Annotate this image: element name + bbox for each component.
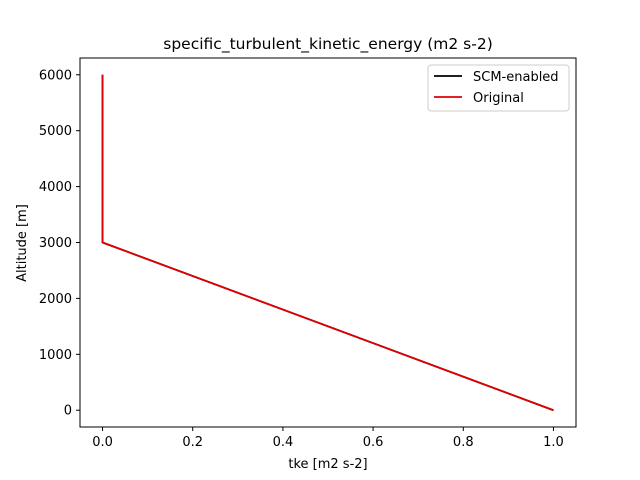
y-tick-label: 1000: [39, 348, 72, 363]
x-tick-label: 0.8: [453, 435, 474, 450]
x-tick-label: 1.0: [543, 435, 564, 450]
y-tick-label: 4000: [39, 180, 72, 195]
y-axis-label: Altitude [m]: [15, 204, 30, 282]
legend-label-original: Original: [473, 91, 524, 106]
x-tick-label: 0.4: [273, 435, 294, 450]
y-axis-ticks: 0 1000 2000 3000 4000 5000 6000: [39, 68, 80, 419]
legend-label-scm-enabled: SCM-enabled: [473, 70, 559, 85]
series-line-scm-enabled: [101, 74, 554, 412]
chart-title: specific_turbulent_kinetic_energy (m2 s-…: [163, 35, 493, 54]
y-tick-label: 0: [64, 404, 72, 419]
legend-box: [427, 64, 570, 112]
plot-lines: [101, 74, 554, 412]
plot-frame: [79, 57, 577, 428]
series-line-original: [101, 74, 554, 412]
x-axis-ticks: 0.0 0.2 0.4 0.6 0.8 1.0: [92, 427, 564, 450]
legend: SCM-enabled Original: [427, 64, 570, 112]
x-tick-label: 0.2: [182, 435, 203, 450]
x-axis-label: tke [m2 s-2]: [288, 457, 367, 472]
x-tick-label: 0.0: [92, 435, 113, 450]
y-tick-label: 6000: [39, 68, 72, 83]
x-tick-label: 0.6: [363, 435, 384, 450]
y-tick-label: 5000: [39, 124, 72, 139]
y-tick-label: 2000: [39, 292, 72, 307]
y-tick-label: 3000: [39, 236, 72, 251]
